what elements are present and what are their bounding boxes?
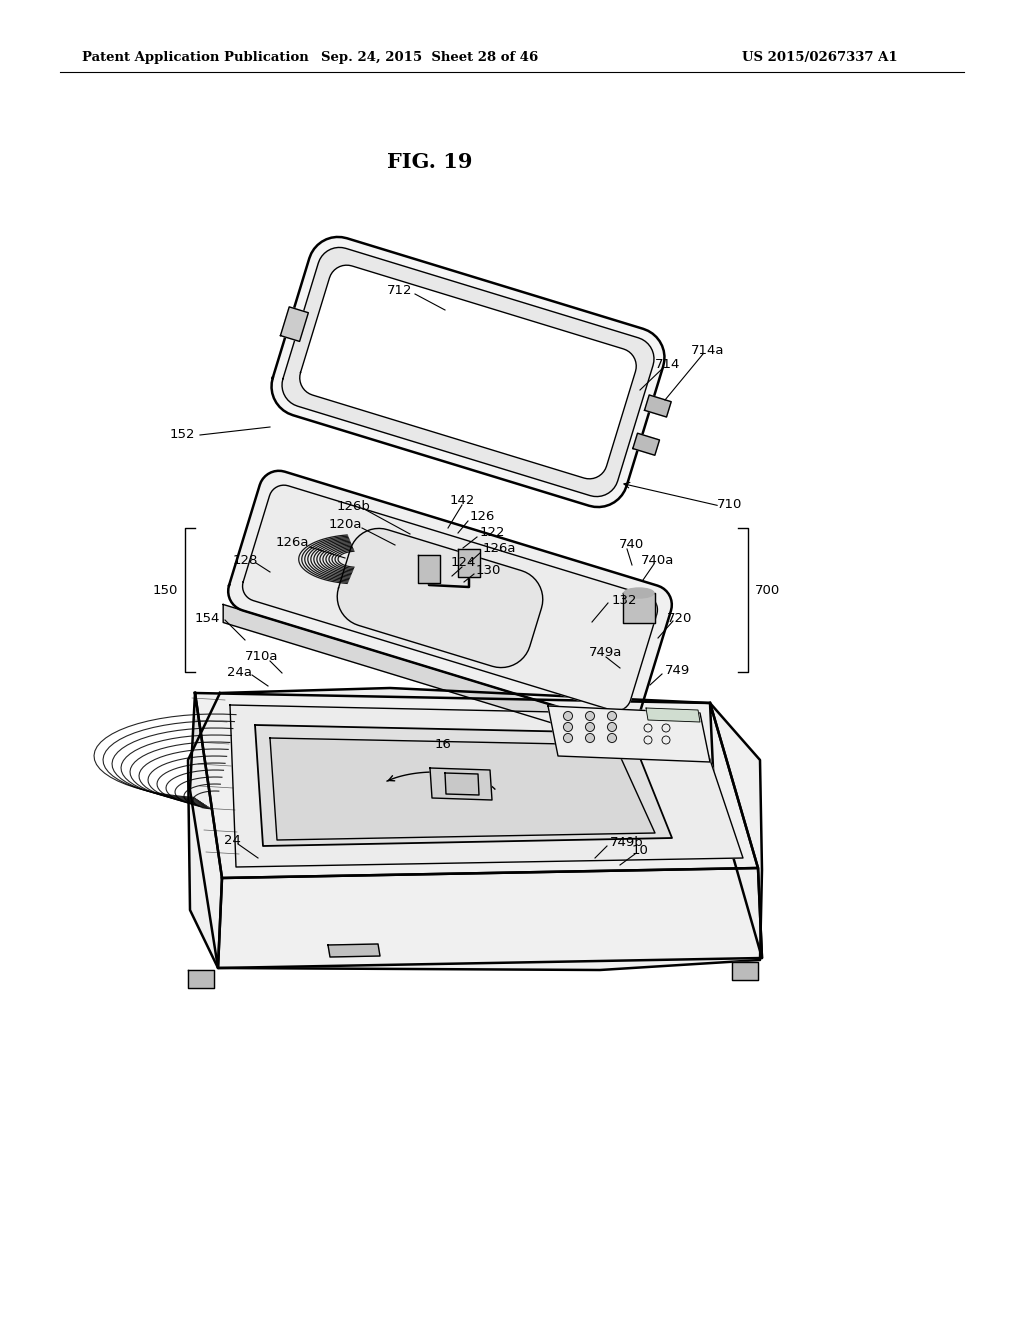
Polygon shape: [548, 706, 710, 762]
Polygon shape: [337, 528, 543, 668]
Polygon shape: [418, 554, 440, 583]
Text: 126a: 126a: [275, 536, 309, 549]
Circle shape: [586, 734, 595, 742]
Polygon shape: [623, 593, 655, 623]
Text: 132: 132: [612, 594, 638, 606]
Polygon shape: [281, 306, 308, 342]
Text: 126b: 126b: [336, 499, 370, 512]
Circle shape: [607, 711, 616, 721]
Polygon shape: [458, 549, 480, 577]
Circle shape: [607, 734, 616, 742]
Polygon shape: [282, 247, 654, 496]
Polygon shape: [430, 768, 492, 800]
Circle shape: [607, 722, 616, 731]
Polygon shape: [445, 774, 479, 795]
Text: 710: 710: [718, 499, 742, 511]
Text: 740a: 740a: [641, 553, 675, 566]
Text: 150: 150: [153, 583, 178, 597]
Polygon shape: [270, 738, 655, 840]
Circle shape: [586, 711, 595, 721]
Text: 749a: 749a: [590, 647, 623, 660]
Polygon shape: [188, 970, 214, 987]
Text: 710a: 710a: [246, 651, 279, 664]
Polygon shape: [188, 688, 762, 970]
Text: 749b: 749b: [610, 836, 644, 849]
Polygon shape: [255, 725, 672, 846]
Polygon shape: [195, 693, 758, 878]
Text: 712: 712: [387, 284, 413, 297]
Ellipse shape: [624, 587, 654, 598]
Polygon shape: [190, 693, 222, 968]
Polygon shape: [300, 265, 636, 479]
Text: 154: 154: [195, 611, 220, 624]
Text: 130: 130: [476, 564, 502, 577]
Polygon shape: [230, 705, 743, 867]
Polygon shape: [644, 395, 671, 417]
Polygon shape: [633, 433, 659, 455]
Polygon shape: [228, 471, 672, 725]
Text: 16: 16: [434, 738, 452, 751]
Polygon shape: [710, 704, 762, 958]
Text: 152: 152: [170, 429, 195, 441]
Text: 120a: 120a: [329, 517, 361, 531]
Text: 24a: 24a: [227, 665, 253, 678]
Text: 714a: 714a: [691, 343, 725, 356]
Text: 740: 740: [620, 539, 645, 552]
Polygon shape: [271, 238, 665, 507]
Text: 10: 10: [632, 843, 648, 857]
Polygon shape: [190, 789, 762, 968]
Text: Sep. 24, 2015  Sheet 28 of 46: Sep. 24, 2015 Sheet 28 of 46: [322, 51, 539, 65]
Text: 126a: 126a: [483, 543, 516, 556]
Text: 124: 124: [451, 557, 476, 569]
Text: 126: 126: [470, 511, 496, 524]
Polygon shape: [646, 708, 700, 722]
Polygon shape: [328, 944, 380, 957]
Circle shape: [563, 722, 572, 731]
Text: 122: 122: [480, 527, 506, 540]
Text: Patent Application Publication: Patent Application Publication: [82, 51, 309, 65]
Text: 720: 720: [668, 611, 692, 624]
Polygon shape: [218, 869, 762, 968]
Text: 749: 749: [665, 664, 690, 676]
Text: 142: 142: [450, 494, 475, 507]
Polygon shape: [223, 605, 635, 748]
Polygon shape: [732, 962, 758, 979]
Circle shape: [586, 722, 595, 731]
Text: 128: 128: [232, 553, 258, 566]
Circle shape: [563, 734, 572, 742]
Polygon shape: [243, 486, 657, 711]
Text: FIG. 19: FIG. 19: [387, 152, 473, 172]
Text: 700: 700: [755, 583, 780, 597]
Text: 24: 24: [223, 833, 241, 846]
Text: 714: 714: [655, 359, 681, 371]
Text: US 2015/0267337 A1: US 2015/0267337 A1: [742, 51, 898, 65]
Circle shape: [563, 711, 572, 721]
